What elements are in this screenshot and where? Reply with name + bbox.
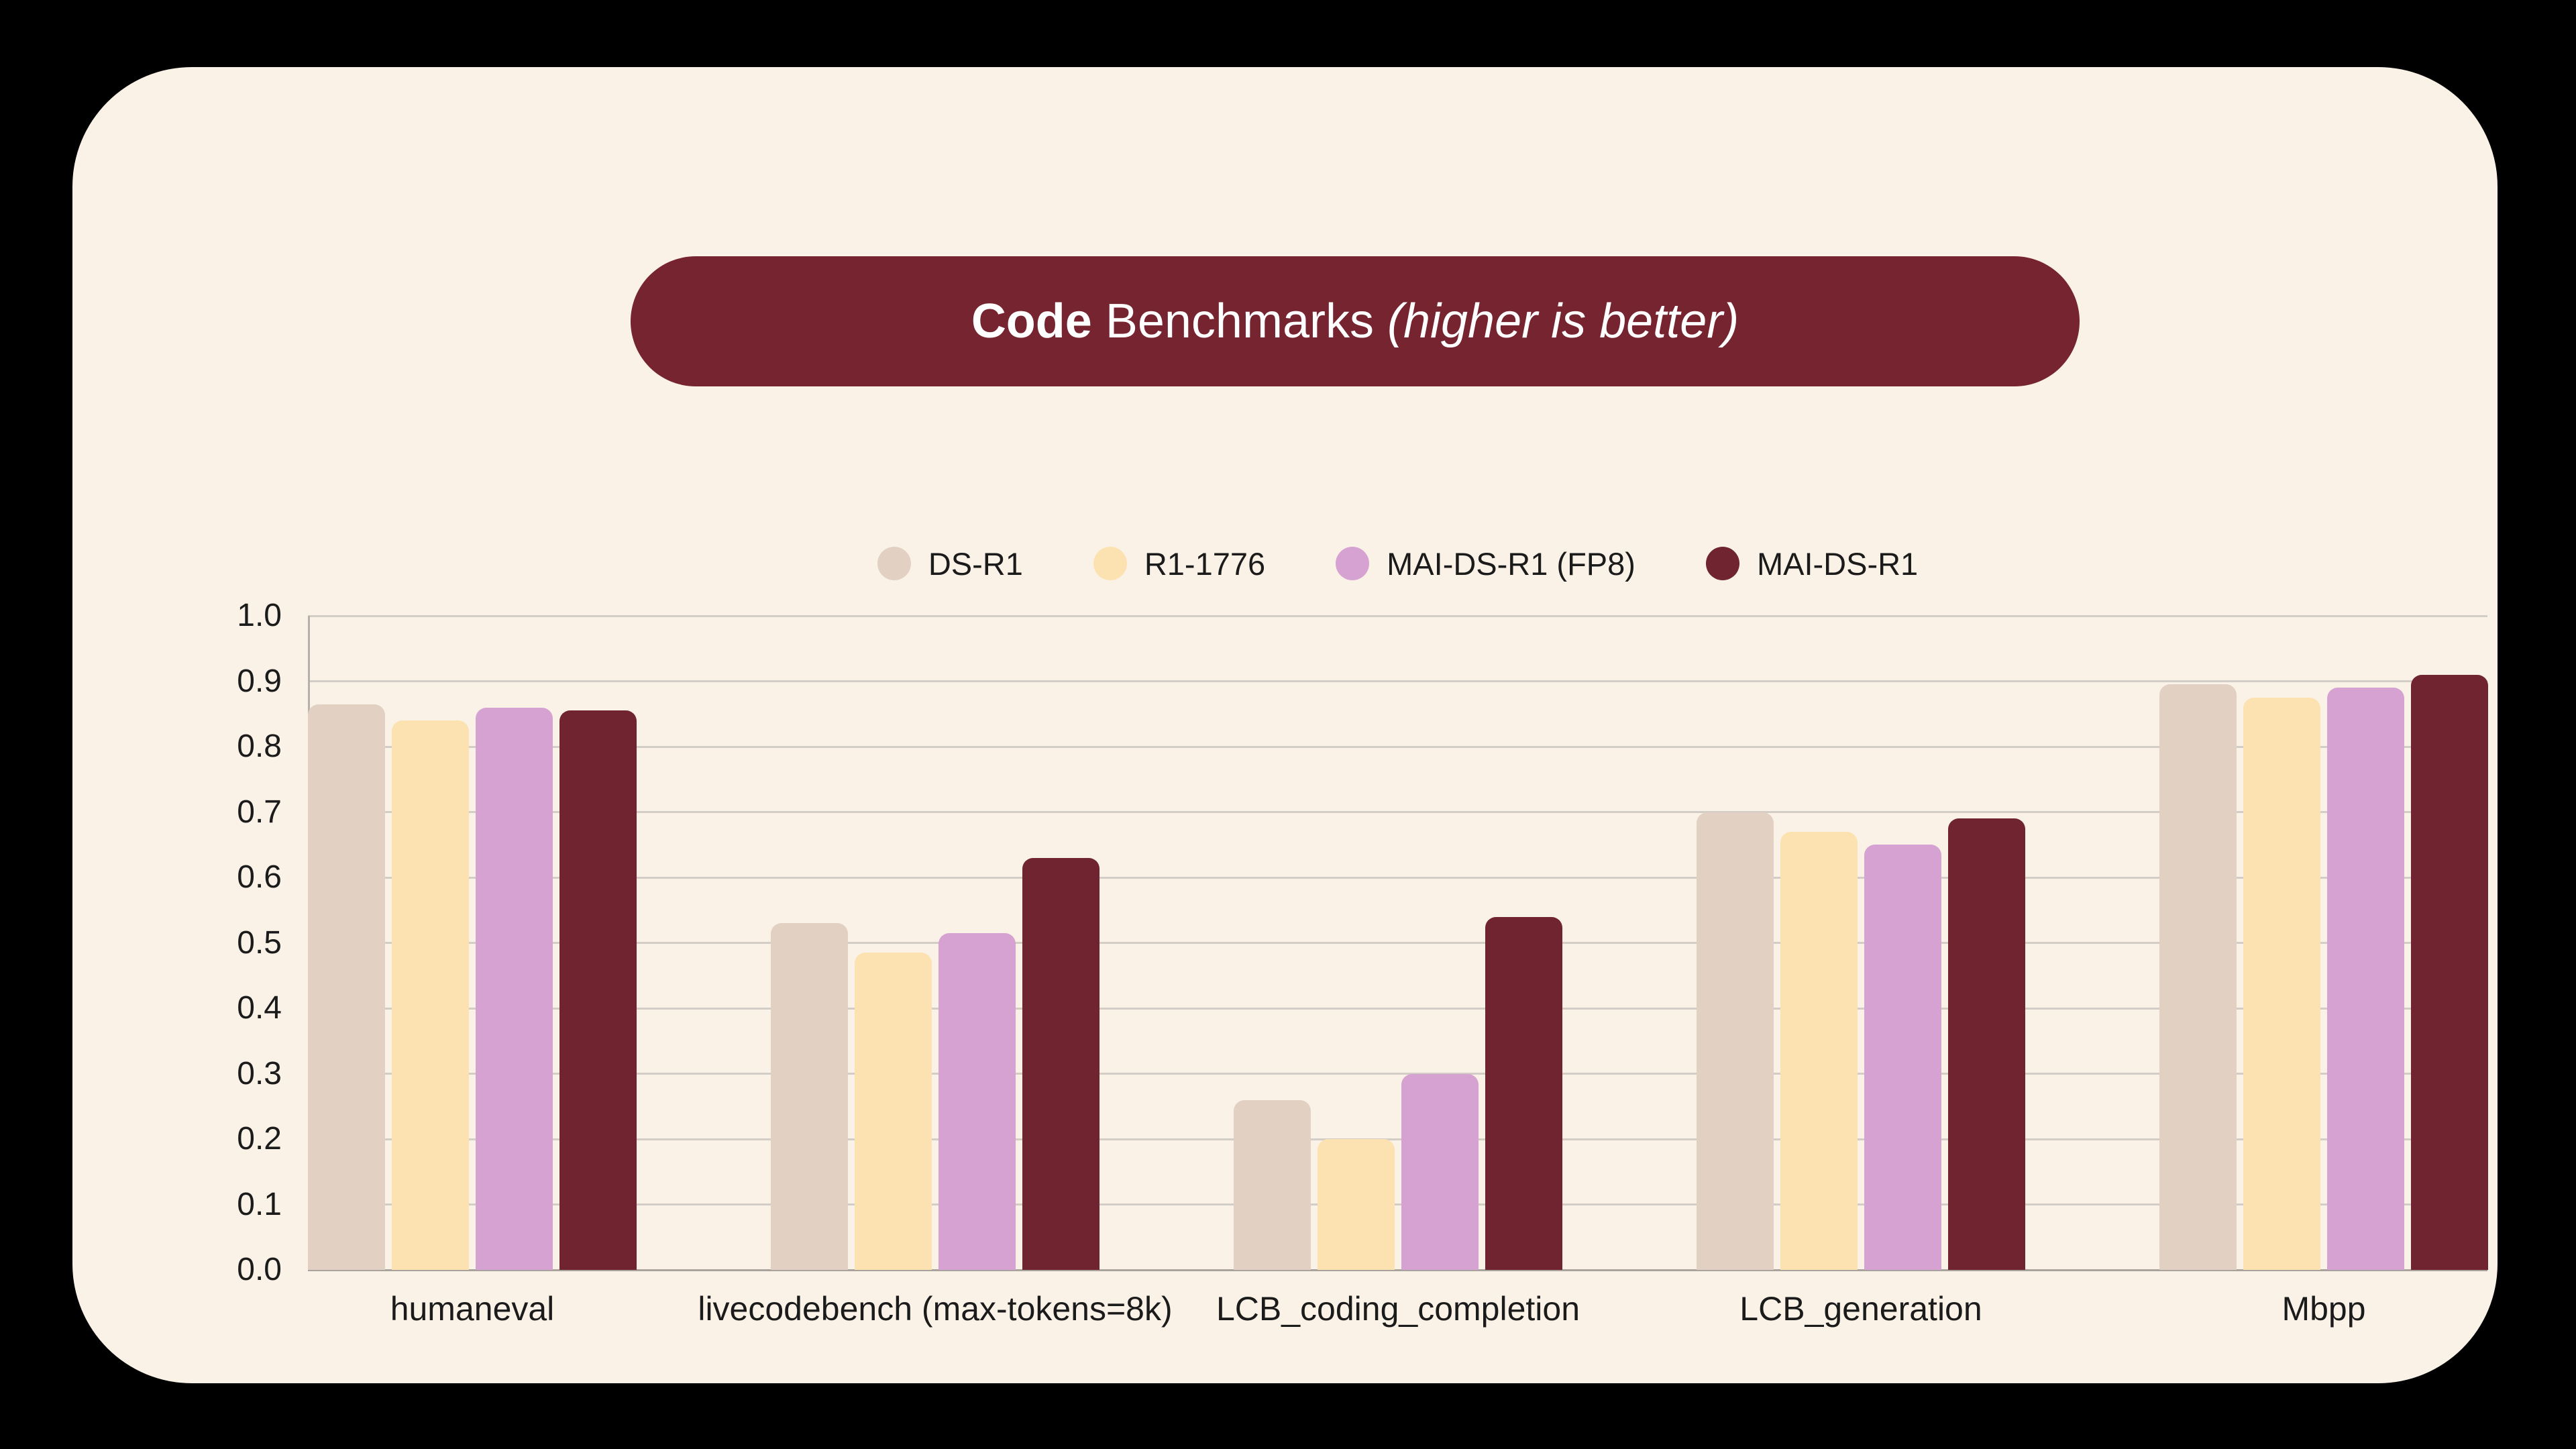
x-category-label-lcb-coding-completion: LCB_coding_completion — [1216, 1290, 1580, 1328]
legend-item-mai-ds-r1: MAI-DS-R1 — [1705, 545, 1919, 582]
gridline-0.0 — [308, 1269, 2487, 1271]
y-tick-label-0.4: 0.4 — [237, 990, 282, 1026]
legend: DS-R1 R1-1776 MAI-DS-R1 (FP8) MAI-DS-R1 — [308, 537, 2487, 590]
legend-item-ds-r1: DS-R1 — [877, 545, 1023, 582]
bar-mai-ds-r1-fp8-lcb-coding-completion — [1401, 1073, 1479, 1270]
gridline-0.1 — [308, 1203, 2487, 1205]
gridline-0.8 — [308, 745, 2487, 748]
bar-mai-ds-r1-humaneval — [559, 710, 637, 1270]
title-banner: Code Benchmarks (higher is better) — [631, 256, 2080, 386]
bar-r1-1776-lcb-generation — [1780, 831, 1858, 1270]
y-tick-label-0.7: 0.7 — [237, 794, 282, 830]
bar-mai-ds-r1-mbpp — [2411, 674, 2488, 1270]
gridline-1.0 — [308, 614, 2487, 617]
gridline-0.7 — [308, 811, 2487, 813]
bar-r1-1776-lcb-coding-completion — [1318, 1139, 1395, 1270]
title-italic-part: (higher is better) — [1387, 294, 1739, 348]
legend-item-r1-1776: R1-1776 — [1093, 545, 1265, 582]
bar-mai-ds-r1-livecodebench-max-tokens-8k — [1022, 857, 1099, 1270]
bar-r1-1776-humaneval — [392, 720, 469, 1270]
gridline-0.9 — [308, 680, 2487, 682]
bar-ds-r1-humaneval — [308, 704, 385, 1270]
bar-mai-ds-r1-fp8-lcb-generation — [1864, 845, 1941, 1270]
legend-label-ds-r1: DS-R1 — [928, 545, 1023, 582]
bar-mai-ds-r1-lcb-generation — [1948, 818, 2025, 1270]
gridline-0.6 — [308, 876, 2487, 879]
y-tick-label-0.9: 0.9 — [237, 663, 282, 699]
gridline-0.3 — [308, 1073, 2487, 1075]
legend-label-r1-1776: R1-1776 — [1144, 545, 1266, 582]
y-tick-label-0.2: 0.2 — [237, 1121, 282, 1157]
legend-dot-r1-1776 — [1093, 547, 1127, 580]
y-tick-label-0.8: 0.8 — [237, 729, 282, 764]
bar-mai-ds-r1-fp8-humaneval — [476, 707, 553, 1270]
legend-dot-ds-r1 — [877, 547, 911, 580]
legend-dot-mai-ds-r1-fp8 — [1336, 547, 1370, 580]
gridline-0.2 — [308, 1138, 2487, 1140]
gridline-0.5 — [308, 942, 2487, 944]
title-bold-part: Code — [971, 294, 1092, 348]
y-tick-label-1.0: 1.0 — [237, 598, 282, 633]
y-tick-label-0.6: 0.6 — [237, 859, 282, 895]
chart-card: Code Benchmarks (higher is better) DS-R1… — [72, 67, 2498, 1383]
legend-label-mai-ds-r1: MAI-DS-R1 — [1756, 545, 1919, 582]
legend-dot-mai-ds-r1 — [1705, 547, 1739, 580]
legend-label-mai-ds-r1-fp8: MAI-DS-R1 (FP8) — [1387, 545, 1635, 582]
y-tick-label-0.1: 0.1 — [237, 1186, 282, 1222]
y-tick-label-0.5: 0.5 — [237, 924, 282, 961]
bar-ds-r1-mbpp — [2159, 684, 2237, 1270]
bar-ds-r1-lcb-coding-completion — [1234, 1099, 1311, 1270]
bar-r1-1776-livecodebench-max-tokens-8k — [855, 953, 932, 1270]
bar-r1-1776-mbpp — [2243, 697, 2320, 1270]
y-tick-label-0.3: 0.3 — [237, 1055, 282, 1091]
plot-area — [308, 614, 2488, 1271]
bar-ds-r1-livecodebench-max-tokens-8k — [771, 923, 848, 1270]
title-regular-part: Benchmarks — [1105, 294, 1374, 348]
x-category-label-mbpp: Mbpp — [2282, 1290, 2366, 1328]
y-tick-label-0.0: 0.0 — [237, 1252, 282, 1287]
gridline-0.4 — [308, 1007, 2487, 1010]
x-category-label-livecodebench-max-tokens-8k: livecodebench (max-tokens=8k) — [698, 1290, 1173, 1328]
x-category-label-lcb-generation: LCB_generation — [1739, 1290, 1982, 1328]
legend-item-mai-ds-r1-fp8: MAI-DS-R1 (FP8) — [1336, 545, 1635, 582]
bar-mai-ds-r1-fp8-livecodebench-max-tokens-8k — [938, 932, 1016, 1270]
x-category-label-humaneval: humaneval — [390, 1290, 555, 1328]
bar-ds-r1-lcb-generation — [1697, 812, 1774, 1270]
bar-mai-ds-r1-fp8-mbpp — [2327, 688, 2404, 1270]
bar-mai-ds-r1-lcb-coding-completion — [1485, 916, 1562, 1270]
